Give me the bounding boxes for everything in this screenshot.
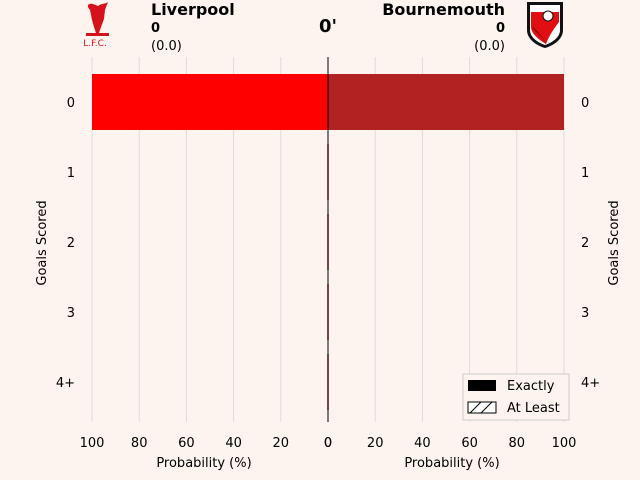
home-team-name: Liverpool <box>151 0 235 19</box>
away-xg: (0.0) <box>474 39 505 54</box>
y-tick-label-left: 2 <box>67 236 75 251</box>
x-tick-label: 40 <box>414 436 431 451</box>
bournemouth-crest-icon <box>527 2 563 48</box>
y-axis-label-left: Goals Scored <box>35 200 50 285</box>
legend-label-exactly: Exactly <box>507 379 555 394</box>
y-tick-label-right: 2 <box>581 236 589 251</box>
legend-swatch-at-least <box>467 401 497 414</box>
liverpool-crest-icon: L.F.C. <box>83 2 109 49</box>
home-goals: 0 <box>151 21 160 36</box>
x-tick-label: 80 <box>509 436 526 451</box>
legend-label-at-least: At Least <box>507 401 560 416</box>
y-tick-label-left: 1 <box>67 166 75 181</box>
x-tick-label: 20 <box>367 436 384 451</box>
y-tick-labels: 0 0 1 1 2 2 3 3 4+ 4+ <box>56 96 600 391</box>
x-tick-label: 100 <box>80 436 105 451</box>
y-axis-label-right: Goals Scored <box>607 200 622 285</box>
legend: Exactly At Least <box>462 373 570 421</box>
y-tick-label-right: 0 <box>581 96 589 111</box>
x-tick-label: 0 <box>324 436 332 451</box>
x-tick-label: 80 <box>131 436 148 451</box>
x-tick-label: 40 <box>225 436 242 451</box>
x-tick-label: 0 <box>324 436 332 451</box>
bar-home-0 <box>92 74 328 130</box>
x-tick-label: 60 <box>178 436 195 451</box>
bars <box>92 57 564 422</box>
x-tick-label: 60 <box>461 436 478 451</box>
x-axis-label-right: Probability (%) <box>404 456 499 471</box>
y-tick-label-right: 3 <box>581 306 589 321</box>
y-tick-label-right: 4+ <box>581 376 600 391</box>
x-tick-labels: 100 80 60 40 20 00 20 40 60 80 100 <box>80 436 577 451</box>
home-xg: (0.0) <box>151 39 182 54</box>
y-tick-label-right: 1 <box>581 166 589 181</box>
legend-swatch-exactly <box>468 380 496 391</box>
bar-away-0 <box>328 74 564 130</box>
x-tick-label: 100 <box>552 436 577 451</box>
match-minute: 0' <box>319 16 337 37</box>
y-tick-label-left: 0 <box>67 96 75 111</box>
away-goals: 0 <box>496 21 505 36</box>
x-axis-label-left: Probability (%) <box>156 456 251 471</box>
home-badge-text: L.F.C. <box>83 39 107 49</box>
away-team-name: Bournemouth <box>382 0 505 19</box>
y-tick-label-left: 4+ <box>56 376 75 391</box>
y-tick-label-left: 3 <box>67 306 75 321</box>
x-tick-label: 20 <box>273 436 290 451</box>
